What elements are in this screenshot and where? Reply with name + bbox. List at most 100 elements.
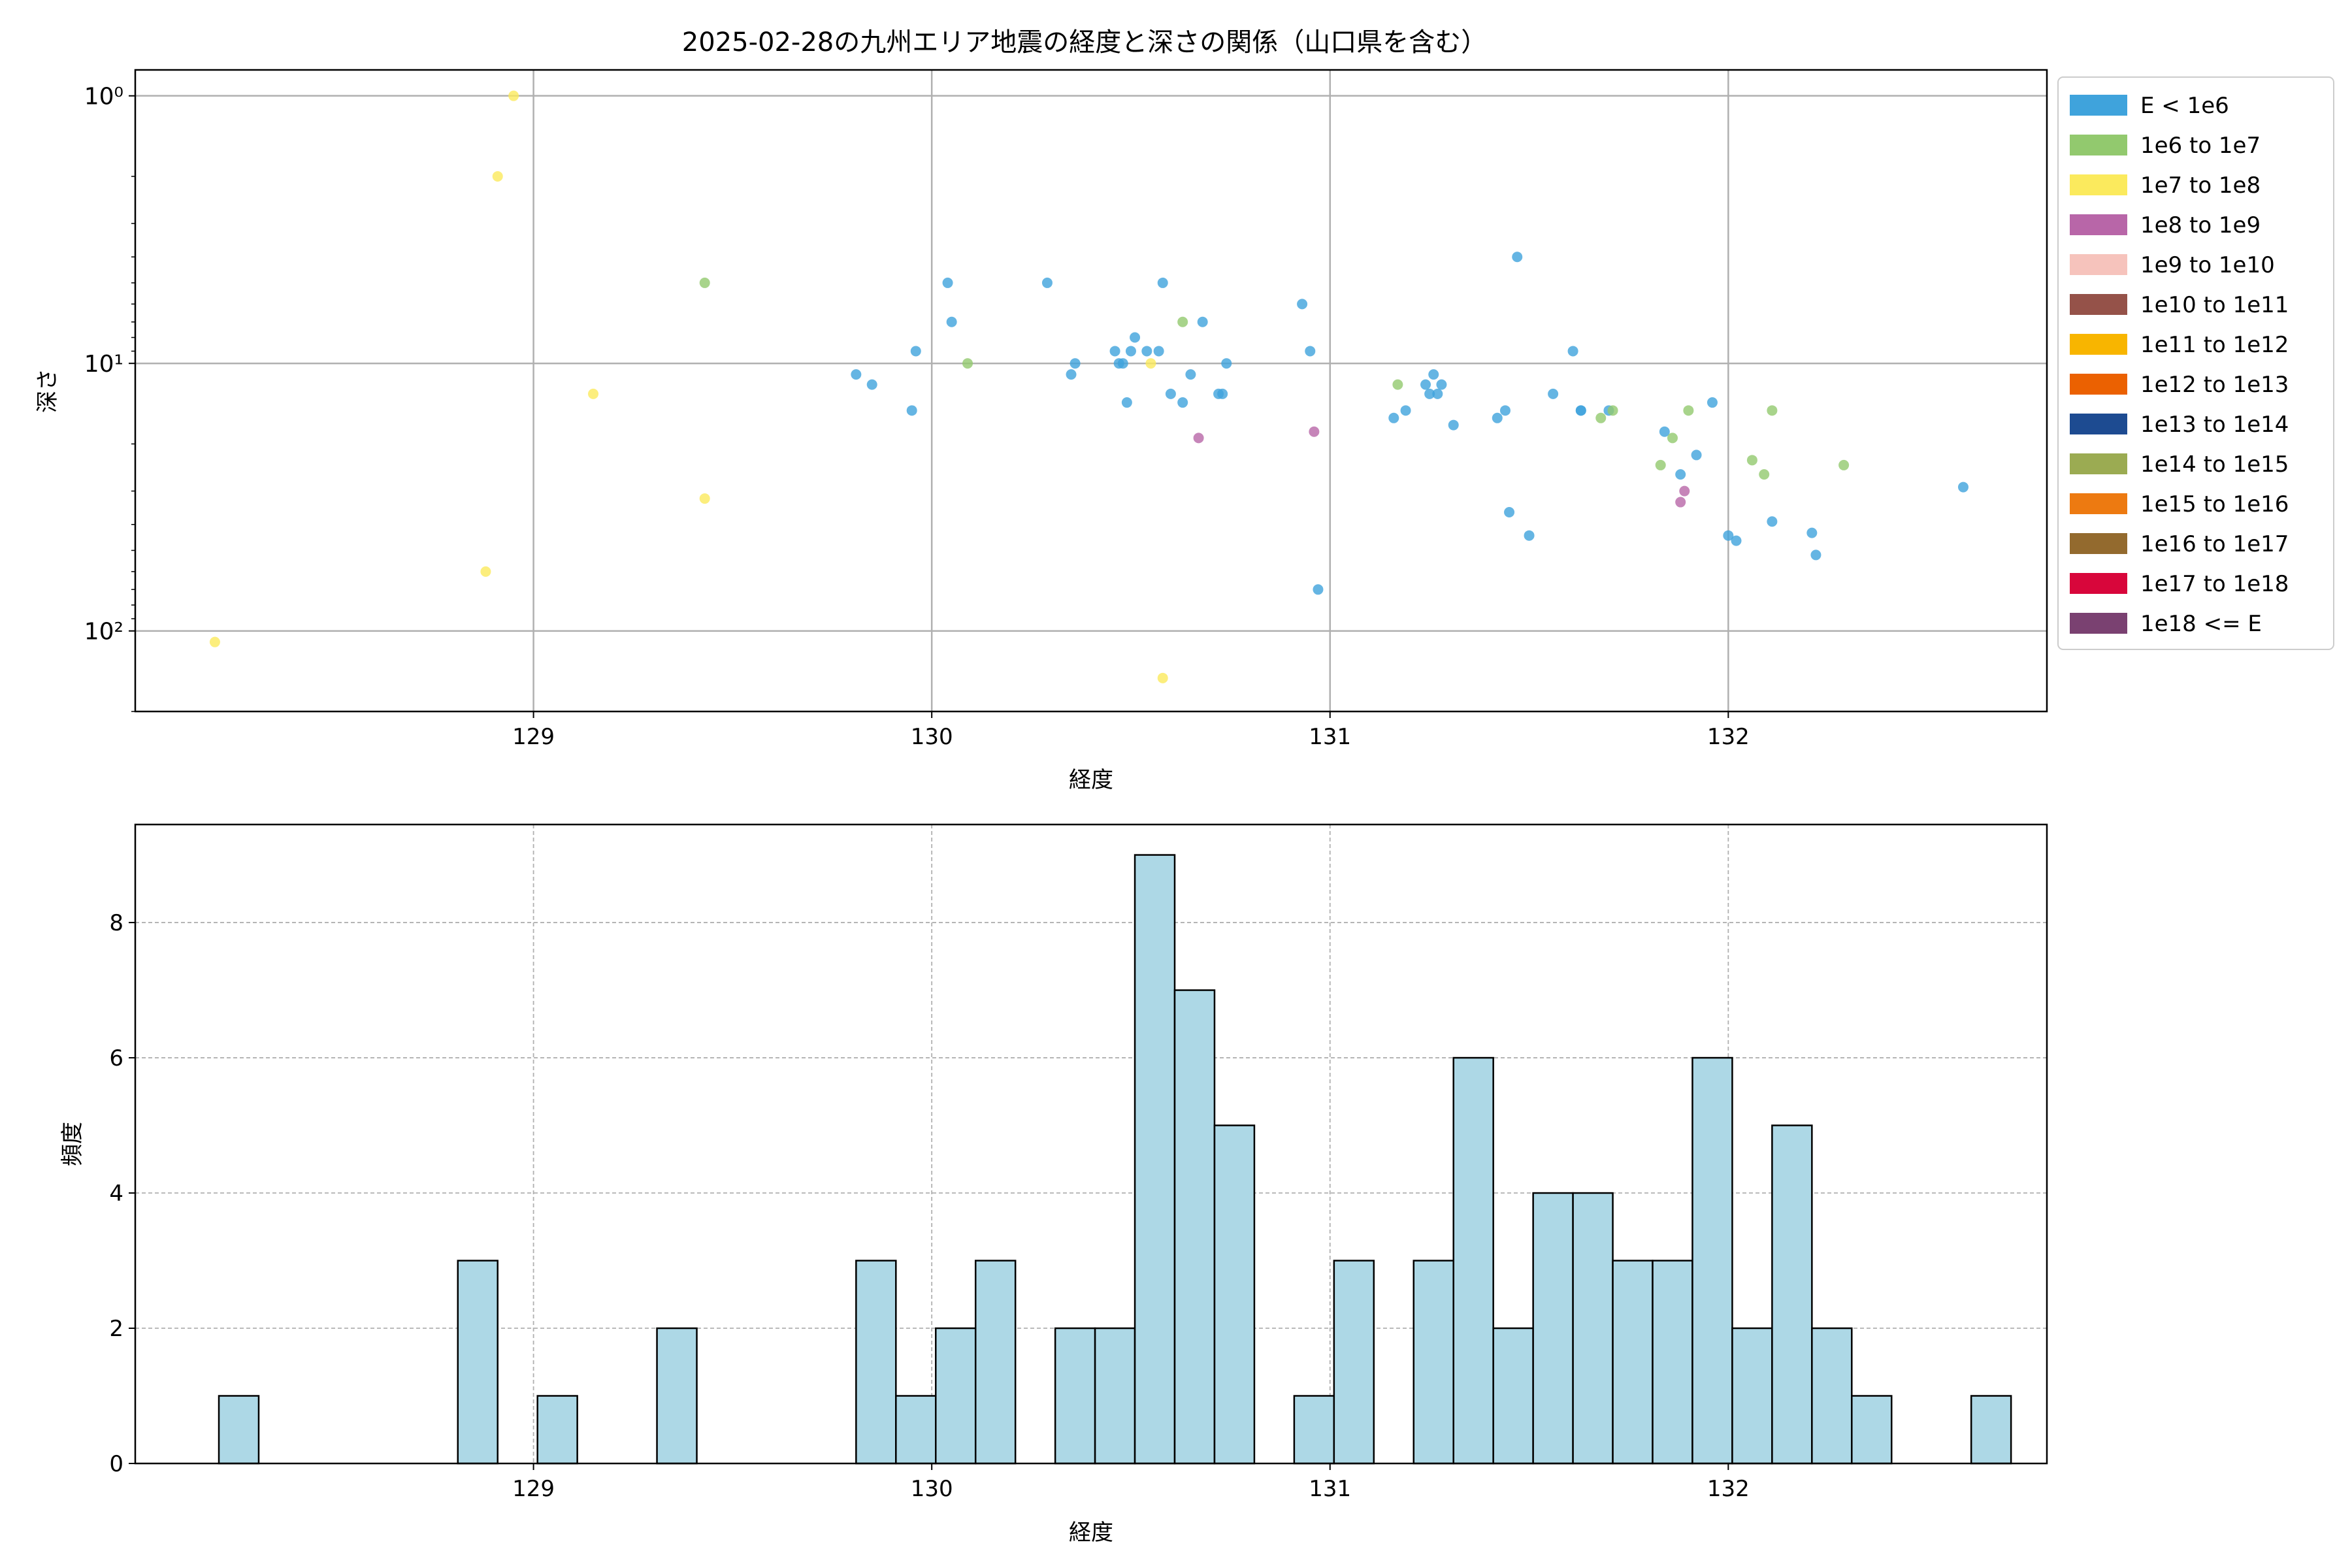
- scatter-point: [1806, 527, 1818, 538]
- scatter-point: [906, 405, 917, 416]
- scatter-point: [1428, 369, 1439, 380]
- scatter-point: [1177, 316, 1188, 327]
- y-tick-label: 6: [109, 1045, 123, 1071]
- histogram-bar: [218, 1395, 260, 1465]
- scatter-point: [1145, 358, 1156, 369]
- scatter-chart-title: 2025-02-28の九州エリア地震の経度と深さの関係（山口県を含む）: [682, 27, 1487, 57]
- histogram-bar: [1851, 1395, 1893, 1465]
- x-tick-label: 132: [1707, 1476, 1750, 1502]
- y-tick-label: 10¹: [84, 351, 123, 378]
- legend-swatch: [2070, 374, 2127, 395]
- scatter-point: [1731, 535, 1742, 546]
- legend-label: 1e17 to 1e18: [2140, 571, 2289, 597]
- scatter-point: [1746, 455, 1757, 466]
- legend-label: 1e14 to 1e15: [2140, 451, 2289, 478]
- legend-label: E < 1e6: [2140, 93, 2229, 119]
- scatter-gridlines: [135, 70, 2047, 711]
- histogram-bar: [1811, 1327, 1853, 1465]
- x-tick-label: 130: [911, 1476, 953, 1502]
- scatter-point: [1117, 358, 1128, 369]
- legend-swatch: [2070, 453, 2127, 474]
- histogram-x-ticks: 129 130 131 132: [512, 1463, 1750, 1502]
- y-tick-label: 8: [109, 910, 123, 936]
- legend-swatch: [2070, 254, 2127, 275]
- legend-swatch: [2070, 95, 2127, 116]
- histogram-y-axis-label: 頻度: [59, 1122, 86, 1166]
- scatter-point: [1838, 459, 1850, 470]
- histogram-bar: [1612, 1260, 1654, 1465]
- scatter-point: [1683, 405, 1694, 416]
- histogram-bar: [1134, 854, 1176, 1465]
- scatter-point: [1041, 277, 1053, 288]
- scatter-point: [1448, 419, 1459, 431]
- scatter-point: [1567, 346, 1578, 357]
- legend-swatch: [2070, 414, 2127, 434]
- scatter-point: [1595, 412, 1607, 423]
- scatter-point: [1392, 379, 1403, 390]
- scatter-point: [1070, 358, 1081, 369]
- scatter-point: [1121, 397, 1132, 408]
- legend-swatch: [2070, 294, 2127, 315]
- scatter-point: [699, 277, 710, 288]
- scatter-point: [1313, 584, 1324, 595]
- histogram-bar: [855, 1260, 897, 1465]
- scatter-point: [1524, 530, 1535, 541]
- histogram-bar: [1492, 1327, 1534, 1465]
- scatter-x-ticks: 129 130 131 132: [512, 711, 1750, 750]
- histogram-bar: [457, 1260, 498, 1465]
- histogram-bar: [1731, 1327, 1773, 1465]
- scatter-point: [209, 636, 220, 647]
- scatter-point: [1305, 346, 1316, 357]
- legend-swatch: [2070, 493, 2127, 514]
- legend-label: 1e13 to 1e14: [2140, 412, 2289, 438]
- scatter-point: [1217, 388, 1228, 399]
- scatter-point: [1193, 433, 1204, 444]
- scatter-point: [1130, 332, 1141, 343]
- histogram-bar: [1213, 1124, 1256, 1465]
- scatter-point: [1388, 412, 1399, 423]
- legend-label: 1e8 to 1e9: [2140, 212, 2261, 238]
- scatter-point: [851, 369, 862, 380]
- scatter-point: [508, 90, 519, 101]
- histogram-bar: [895, 1395, 937, 1465]
- histogram-bar: [1691, 1056, 1733, 1465]
- scatter-point: [1309, 426, 1320, 437]
- scatter-point: [1691, 449, 1702, 461]
- scatter-point: [1432, 388, 1443, 399]
- scatter-point: [1141, 346, 1152, 357]
- legend-label: 1e11 to 1e12: [2140, 332, 2289, 358]
- scatter-legend: E < 1e6 1e6 to 1e7 1e7 to 1e8 1e8 to 1e9 1e9…: [2057, 76, 2334, 650]
- scatter-points: [209, 90, 1968, 683]
- scatter-y-axis-label: 深さ: [35, 368, 61, 413]
- histogram-chart: 129 130 131 132 0 2 4 6 8 経度 頻度: [59, 823, 2048, 1546]
- scatter-point: [1957, 482, 1968, 493]
- scatter-point: [1759, 469, 1770, 480]
- legend-label: 1e16 to 1e17: [2140, 531, 2289, 557]
- histogram-bar: [1452, 1056, 1494, 1465]
- y-tick-label: 0: [109, 1451, 123, 1477]
- histogram-bar: [1293, 1395, 1335, 1465]
- x-tick-label: 130: [911, 724, 953, 750]
- scatter-point: [1512, 252, 1523, 263]
- scatter-y-ticks: 10⁰ 10¹ 10²: [84, 84, 135, 712]
- x-tick-label: 129: [512, 1476, 555, 1502]
- legend-swatch: [2070, 135, 2127, 155]
- scatter-point: [1548, 388, 1559, 399]
- x-tick-label: 132: [1707, 724, 1750, 750]
- histogram-bar: [1173, 989, 1216, 1465]
- scatter-point: [1767, 405, 1778, 416]
- scatter-point: [1153, 346, 1164, 357]
- scatter-point: [1504, 507, 1515, 518]
- y-tick-label: 10⁰: [84, 84, 123, 110]
- histogram-bar: [1413, 1260, 1454, 1465]
- scatter-point: [1109, 346, 1120, 357]
- scatter-chart: 2025-02-28の九州エリア地震の経度と深さの関係（山口県を含む） 129 1…: [35, 27, 2334, 793]
- scatter-point: [942, 277, 953, 288]
- histogram-bar: [1970, 1395, 2012, 1465]
- scatter-point: [1185, 369, 1196, 380]
- y-tick-label: 10²: [84, 619, 123, 645]
- histogram-bar: [974, 1260, 1017, 1465]
- scatter-point: [480, 566, 491, 577]
- scatter-point: [1400, 405, 1411, 416]
